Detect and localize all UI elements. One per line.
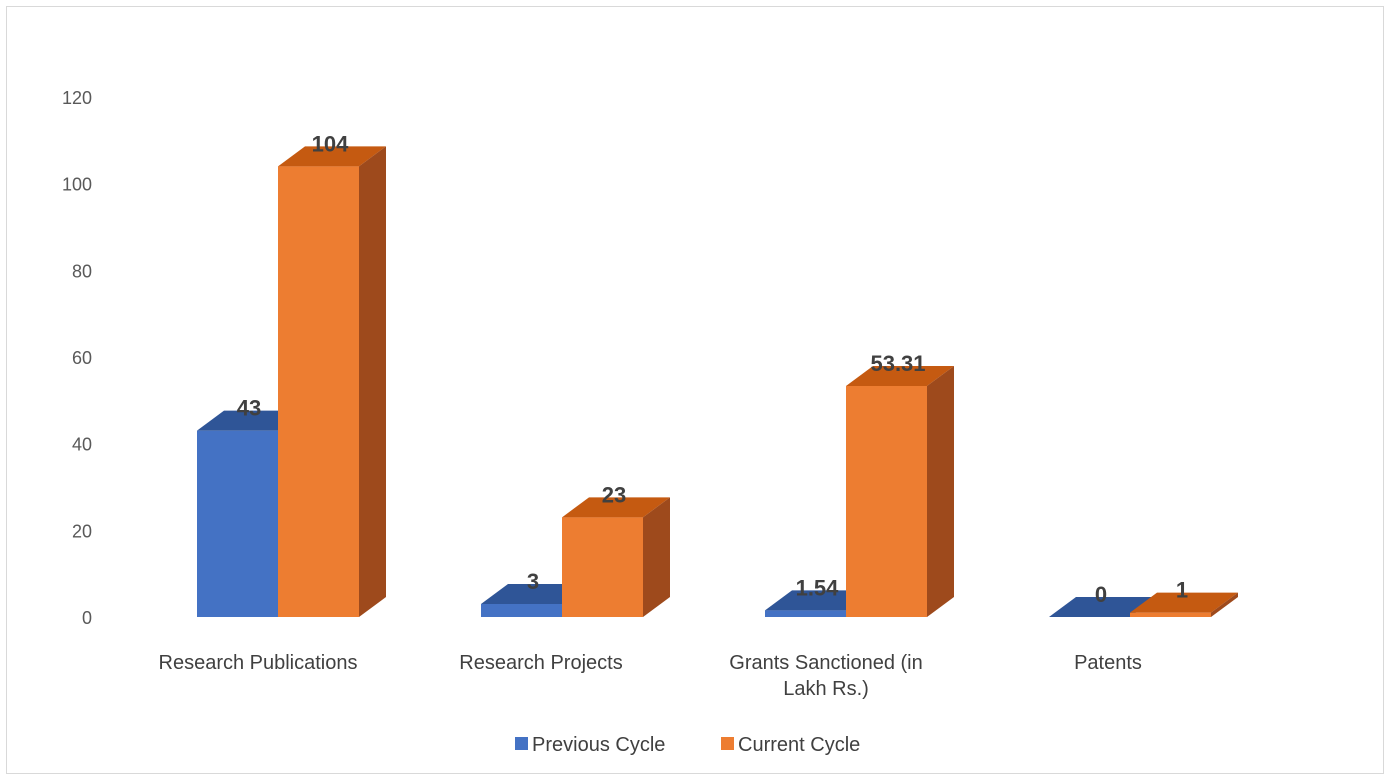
y-tick-label: 20 [72, 521, 92, 541]
bar-side-current [643, 497, 670, 617]
bar-front-current [1130, 612, 1211, 617]
chart-frame [6, 6, 1384, 774]
legend-swatch-current [721, 737, 734, 750]
bar-top-current [1130, 592, 1238, 613]
y-tick-label: 100 [62, 175, 92, 195]
bar-side-current [927, 365, 954, 617]
data-label: 43 [237, 396, 261, 421]
bar-front-previous [481, 604, 562, 617]
y-tick-label: 80 [72, 261, 92, 281]
data-label: 23 [602, 482, 626, 507]
data-label: 53.31 [870, 351, 925, 376]
data-label: 104 [312, 131, 349, 156]
bar-side-current [1211, 592, 1238, 617]
x-category-label: Lakh Rs.) [783, 678, 869, 700]
x-category-label: Research Publications [159, 652, 358, 674]
bar-top-previous [1049, 597, 1157, 617]
y-tick-label: 40 [72, 435, 92, 455]
bar-front-current [278, 166, 359, 618]
x-category-label: Research Projects [459, 652, 622, 674]
data-label: 3 [527, 569, 539, 594]
y-tick-label: 120 [62, 88, 92, 108]
bar-side-current [359, 146, 386, 618]
bar-front-current [846, 385, 927, 617]
data-label: 1 [1176, 578, 1188, 603]
y-tick-label: 60 [72, 348, 92, 368]
bar-top-current [846, 365, 954, 386]
y-tick-label: 0 [82, 608, 92, 628]
bar-top-current [278, 146, 386, 167]
bar-top-current [562, 497, 670, 518]
bar-front-current [562, 517, 643, 617]
data-label: 1.54 [796, 575, 840, 600]
legend-label: Current Cycle [738, 734, 860, 756]
legend-swatch-previous [515, 737, 528, 750]
data-label: 0 [1095, 582, 1107, 607]
bar-front-previous [765, 610, 846, 617]
x-category-label: Patents [1074, 652, 1142, 674]
bar-front-previous [197, 430, 278, 617]
legend-label: Previous Cycle [532, 734, 665, 756]
x-category-label: Grants Sanctioned (in [729, 652, 922, 674]
